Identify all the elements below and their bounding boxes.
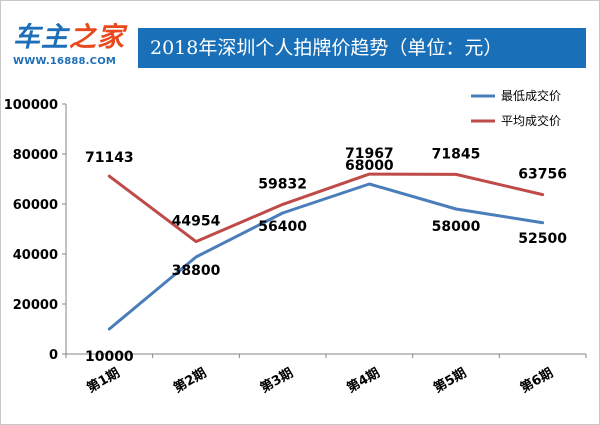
y-tick-label: 80000 [13,148,58,163]
data-label: 56400 [258,219,307,235]
x-tick-label: 第4期 [344,365,382,396]
logo-name: 车主之家 [13,23,138,53]
data-labels: 10000 38800 56400 68000 58000 52500 71143 44954… [85,146,567,365]
y-tick-label: 60000 [13,198,58,213]
logo-url: WWW.16888.COM [13,56,117,67]
x-tick-label: 第2期 [171,365,209,396]
logo-name-part1: 车主 [13,22,69,53]
y-tick-label: 0 [49,348,58,363]
series-line-1 [107,182,545,331]
x-tick-label: 第6期 [517,365,555,396]
data-label: 10000 [85,349,134,365]
y-axis-ticks: 0 20000 40000 60000 80000 100000 [4,98,66,363]
x-tick-label: 第5期 [431,365,469,396]
y-tick-label: 20000 [13,298,58,313]
data-label: 71143 [85,150,134,166]
data-label: 71845 [432,146,481,162]
series-line-2 [107,172,545,244]
data-label: 63756 [518,167,567,183]
data-label: 38800 [172,263,221,279]
data-label: 44954 [172,214,221,230]
y-tick-label: 100000 [4,98,58,113]
x-tick-label: 第3期 [257,365,295,396]
legend-label-1: 最低成交价 [501,88,561,103]
logo-name-part2: 之家 [69,22,125,53]
legend-label-2: 平均成交价 [501,113,561,128]
autohome-logo: 车主之家 WWW.16888.COM [13,23,138,75]
axes [65,104,586,355]
chart-title: 2018年深圳个人拍牌价趋势（单位：元） [138,28,586,68]
x-axis-ticks: 第1期 第2期 第3期 第4期 第5期 第6期 [65,354,587,396]
series-lines [107,172,545,331]
x-tick-label: 第1期 [84,365,122,396]
y-tick-label: 40000 [13,248,58,263]
data-label: 58000 [432,219,481,235]
data-label: 52500 [518,231,567,247]
data-label: 71967 [345,146,394,162]
data-label: 59832 [258,176,307,192]
data-label: 68000 [345,158,394,174]
